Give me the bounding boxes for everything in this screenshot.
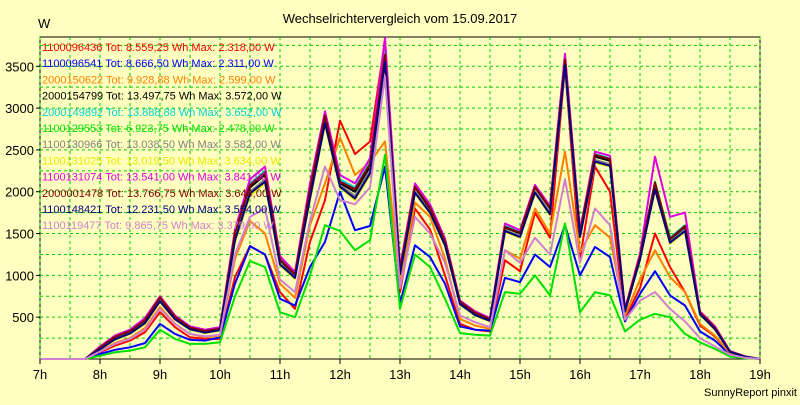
x-tick-label: 17h — [629, 367, 651, 382]
x-tick-label: 16h — [569, 367, 591, 382]
y-tick-label: 3500 — [5, 59, 34, 74]
series-lines — [40, 36, 761, 360]
x-tick-label: 13h — [389, 367, 411, 382]
x-tick-label: 7h — [33, 367, 47, 382]
legend-entry-2000150622: 2000150622 Tot: 9.928,88 Wh Max: 2.599,0… — [42, 74, 276, 86]
series-line-1100129553 — [40, 153, 761, 360]
legend-entry-2000001478: 2000001478 Tot: 13.766,75 Wh Max: 3.644,… — [42, 188, 282, 200]
y-tick-label: 1500 — [5, 227, 34, 242]
y-tick-label: 2000 — [5, 185, 34, 200]
y-axis-unit: W — [38, 16, 51, 31]
x-tick-label: 8h — [93, 367, 107, 382]
legend-entry-1100148421: 1100148421 Tot: 12.231,50 Wh Max: 3.554,… — [42, 204, 281, 216]
legend: 1100096436 Tot: 8.559,25 Wh Max: 2.318,0… — [42, 42, 282, 232]
x-tick-label: 15h — [509, 367, 531, 382]
legend-entry-2000149892: 2000149892 Tot: 13.888,88 Wh Max: 3.652,… — [42, 107, 282, 119]
series-line-1100131074 — [40, 36, 761, 360]
legend-entry-1100119477: 1100119477 Tot: 9.865,75 Wh Max: 3.379,0… — [42, 220, 274, 232]
legend-entry-1100131025: 1100131025 Tot: 13.019,50 Wh Max: 3.634,… — [42, 155, 281, 167]
x-tick-label: 11h — [270, 367, 291, 382]
series-line-1100119477 — [40, 75, 761, 360]
x-tick-label: 18h — [689, 367, 711, 382]
chart-title: Wechselrichtervergleich vom 15.09.2017 — [283, 11, 518, 26]
legend-entry-1100096436: 1100096436 Tot: 8.559,25 Wh Max: 2.318,0… — [42, 42, 275, 54]
x-tick-label: 10h — [209, 367, 231, 382]
legend-entry-1100131074: 1100131074 Tot: 13.541,00 Wh Max: 3.841,… — [42, 172, 281, 184]
legend-entry-1100130966: 1100130966 Tot: 13.038,50 Wh Max: 3.582,… — [42, 139, 281, 151]
series-line-1100148421 — [40, 61, 761, 360]
y-tick-label: 2500 — [5, 143, 34, 158]
x-tick-label: 14h — [449, 367, 471, 382]
axes: 7h 8h 9h 10h 11h 12h 13h 14h 15h 16h 17h 18h 19h 500 1… — [5, 59, 771, 382]
series-line-1100096541 — [40, 165, 761, 360]
x-tick-label: 19h — [749, 367, 771, 382]
x-tick-label: 9h — [153, 367, 167, 382]
y-tick-label: 3000 — [5, 101, 34, 116]
legend-entry-1100096541: 1100096541 Tot: 8.666,50 Wh Max: 2.311,0… — [42, 58, 274, 70]
y-tick-label: 500 — [12, 310, 34, 325]
y-tick-label: 1000 — [5, 268, 34, 283]
legend-entry-1100129553: 1100129553 Tot: 6.923,75 Wh Max: 2.478,0… — [42, 123, 275, 135]
footer-credit: SunnyReport pinxit — [704, 387, 797, 399]
x-tick-label: 12h — [329, 367, 351, 382]
legend-entry-2000154799: 2000154799 Tot: 13.497,75 Wh Max: 3.572,… — [42, 91, 282, 103]
